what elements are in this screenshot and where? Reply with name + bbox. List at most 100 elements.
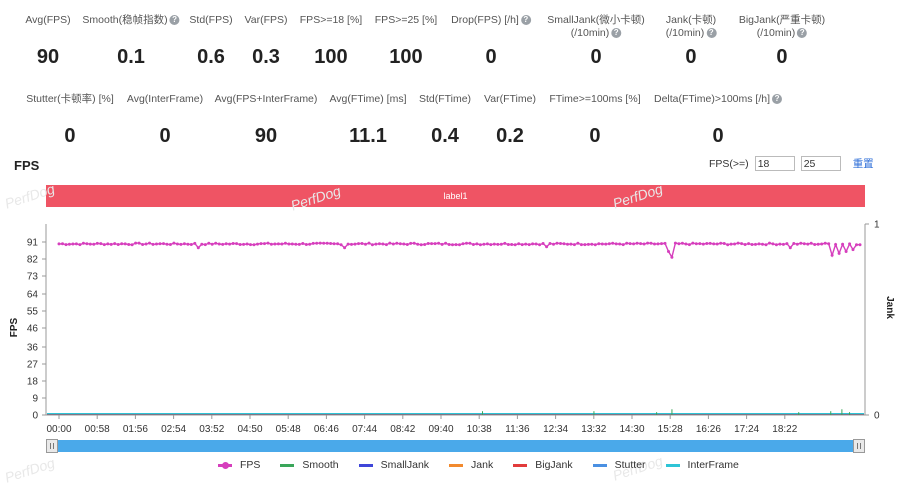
fps-point (562, 242, 566, 246)
legend-swatch (280, 463, 295, 467)
fps-point (447, 243, 451, 246)
fps-point (733, 242, 737, 246)
fps-point (297, 242, 301, 246)
fps-point (242, 242, 246, 246)
legend-item[interactable]: BigJank (513, 459, 573, 471)
stat-value: 90 (36, 46, 60, 68)
fps-point (325, 241, 329, 245)
fps-point (593, 243, 597, 247)
x-tick-label: 11:36 (505, 424, 530, 435)
x-tick-label: 08:42 (390, 424, 415, 435)
stat-label: Avg(FTime) [ms] (329, 93, 406, 106)
help-icon[interactable]: ? (520, 15, 531, 26)
fps-point (95, 241, 99, 245)
fps-point (736, 241, 740, 245)
fps-point (127, 243, 131, 246)
stat-item: FPS>=25 [%] 100 (375, 14, 437, 69)
fps-point (116, 243, 120, 246)
help-icon[interactable]: ? (706, 28, 717, 39)
fps-point (322, 241, 326, 245)
fps-point (632, 242, 636, 246)
fps-point (701, 242, 705, 246)
stat-item: FTime>=100ms [%] 0 (549, 93, 640, 148)
fps-point (426, 242, 430, 245)
fps-point (855, 243, 858, 247)
fps-point (712, 242, 716, 246)
fps-point (691, 241, 695, 245)
fps-point (813, 243, 817, 246)
legend-item[interactable]: FPS (218, 459, 260, 471)
help-icon[interactable]: ? (169, 15, 180, 26)
fps-point (792, 242, 796, 245)
fps-point (148, 241, 151, 245)
fps-point (524, 242, 528, 246)
fps-threshold-input-2[interactable] (800, 156, 841, 171)
stat-item: Avg(FPS) 90 (25, 14, 70, 69)
fps-point (778, 242, 782, 246)
help-icon[interactable]: ? (772, 94, 783, 105)
fps-point (520, 243, 524, 247)
fps-point (130, 243, 134, 247)
fps-point (726, 243, 730, 247)
fps-point (433, 242, 437, 246)
fps-point (499, 242, 503, 246)
fps-point (513, 243, 517, 247)
fps-point (820, 242, 824, 246)
scrollbar-left-handle[interactable] (46, 439, 58, 453)
help-icon[interactable]: ? (797, 28, 808, 39)
fps-point (768, 241, 771, 245)
fps-point (635, 241, 639, 245)
fps-point (771, 242, 775, 246)
x-tick-label: 03:52 (199, 424, 224, 435)
fps-point (85, 242, 89, 246)
stat-label-text: Jank(卡顿) (665, 14, 717, 26)
help-icon[interactable]: ? (611, 28, 622, 39)
stat-value: 0 (159, 125, 171, 147)
stat-label-text: Stutter(卡顿率) [%] (26, 93, 114, 105)
legend-item[interactable]: Smooth (280, 459, 339, 471)
stat-item: FPS>=18 [%] 100 (300, 14, 362, 69)
y-tick-label: 64 (27, 290, 39, 301)
fps-point (614, 242, 618, 246)
x-tick-label: 05:48 (276, 424, 301, 435)
scrollbar-right-handle[interactable] (853, 439, 865, 453)
stat-value: 0.2 (496, 125, 524, 147)
fps-threshold-label: FPS(>=) (709, 157, 749, 170)
fps-point (572, 243, 576, 247)
fps-point (263, 242, 266, 246)
stat-label-unit: (/10min) (570, 27, 610, 39)
x-tick-label: 02:54 (161, 424, 186, 435)
fps-point (590, 242, 594, 246)
y-tick-label: 46 (27, 324, 39, 335)
fps-point (276, 242, 280, 246)
stat-item: Var(FTime) 0.2 (484, 93, 536, 148)
label-bar[interactable]: label1 (46, 185, 865, 207)
fps-point (217, 242, 221, 246)
legend-label: Stutter (614, 459, 646, 471)
y2-tick-label: 0 (874, 411, 880, 422)
stat-label: Drop(FPS) [/h]? (451, 14, 531, 27)
fps-point (137, 241, 141, 245)
fps-point (496, 242, 500, 246)
fps-point (541, 242, 545, 245)
time-range-scrollbar[interactable] (46, 439, 865, 453)
x-tick-label: 18:22 (772, 424, 797, 435)
fps-threshold-input-1[interactable] (754, 156, 795, 171)
stat-label: BigJank(严重卡顿) (/10min)? (739, 14, 825, 40)
stat-value: 0 (685, 46, 697, 68)
legend-item[interactable]: InterFrame (665, 459, 739, 471)
fps-point (311, 241, 315, 245)
fps-point (360, 242, 364, 245)
legend-item[interactable]: SmallJank (358, 459, 429, 471)
fps-point (402, 242, 406, 246)
fps-point (189, 243, 193, 246)
fps-point (203, 243, 207, 247)
legend-item[interactable]: Stutter (592, 459, 646, 471)
legend-item[interactable]: Jank (449, 459, 493, 471)
fps-point (583, 243, 587, 247)
fps-point (475, 242, 479, 246)
reset-link[interactable]: 重置 (852, 158, 874, 170)
legend-swatch (449, 463, 464, 467)
fps-point (621, 243, 625, 247)
